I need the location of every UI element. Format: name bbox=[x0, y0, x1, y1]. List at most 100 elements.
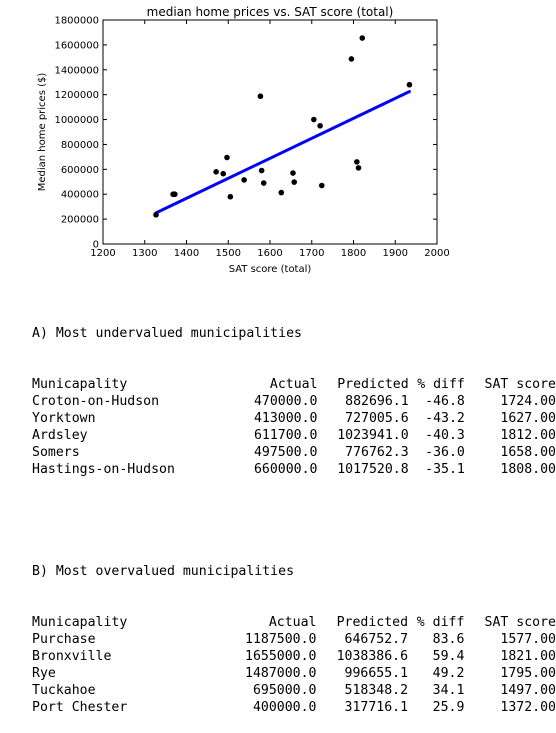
x-tick-label: 1800 bbox=[341, 248, 366, 259]
header-sat: SAT score bbox=[484, 615, 556, 630]
cell-sat: 1627.00 bbox=[500, 411, 556, 426]
cell-predicted: 882696.1 bbox=[345, 394, 409, 409]
results-section: A) Most undervalued municipalities Munic… bbox=[32, 291, 556, 733]
regression-line bbox=[154, 90, 411, 215]
x-tick-label: 1500 bbox=[216, 248, 241, 259]
data-point bbox=[359, 35, 366, 41]
cell-diff: 83.6 bbox=[432, 632, 465, 647]
cell-diff: -35.1 bbox=[425, 462, 465, 477]
x-tick-label: 1700 bbox=[299, 248, 324, 259]
cell-actual: 1487000.0 bbox=[245, 666, 317, 681]
table-row: Croton-on-Hudson 470000.0 882696.1 -46.8 172… bbox=[32, 393, 556, 410]
cell-predicted: 646752.7 bbox=[344, 632, 409, 647]
y-tick-label: 400000 bbox=[61, 190, 99, 201]
cell-diff: -36.0 bbox=[425, 445, 465, 460]
cell-actual: 497500.0 bbox=[253, 445, 318, 460]
cell-predicted: 1023941.0 bbox=[337, 428, 409, 443]
data-point bbox=[172, 191, 178, 198]
x-axis-label: SAT score (total) bbox=[229, 264, 312, 275]
data-point bbox=[348, 56, 355, 62]
chart-title: median home prices vs. SAT score (total) bbox=[147, 5, 394, 19]
cell-actual: 413000.0 bbox=[253, 411, 318, 426]
x-tick-label: 1300 bbox=[132, 248, 157, 259]
cell-diff: -40.3 bbox=[425, 428, 465, 443]
cell-municipality: Bronxville bbox=[32, 649, 112, 664]
data-point bbox=[278, 189, 285, 196]
x-tick-label: 1200 bbox=[90, 248, 115, 259]
cell-actual: 660000.0 bbox=[253, 462, 318, 477]
cell-municipality: Port Chester bbox=[32, 700, 128, 715]
cell-municipality: Hastings-on-Hudson bbox=[32, 462, 175, 477]
table-row: Rye 1487000.0 996655.1 49.2 1795.00 bbox=[32, 665, 556, 682]
cell-municipality: Purchase bbox=[32, 632, 96, 647]
data-point bbox=[257, 93, 264, 100]
cell-predicted: 996655.1 bbox=[344, 666, 409, 681]
cell-diff: 59.4 bbox=[432, 649, 465, 664]
cell-actual: 400000.0 bbox=[252, 700, 317, 715]
data-point bbox=[153, 211, 159, 218]
data-point bbox=[318, 182, 325, 189]
table-row: Somers 497500.0 776762.3 -36.0 1658.00 bbox=[32, 444, 556, 461]
y-tick-label: 1400000 bbox=[54, 65, 99, 76]
cell-predicted: 1038386.6 bbox=[336, 649, 409, 664]
y-tick-label: 1600000 bbox=[54, 40, 99, 51]
cell-predicted: 518348.2 bbox=[344, 683, 409, 698]
cell-diff: 49.2 bbox=[432, 666, 465, 681]
cell-actual: 611700.0 bbox=[253, 428, 318, 443]
table-row: Tuckahoe 695000.0 518348.2 34.1 1497.00 bbox=[32, 682, 556, 699]
header-diff: % diff bbox=[416, 615, 465, 630]
table-row: Port Chester 400000.0 317716.1 25.9 1372.00 bbox=[32, 699, 556, 716]
table-header-row: Municapality Actual Predicted % diff SAT… bbox=[32, 614, 556, 631]
data-point bbox=[311, 116, 317, 123]
x-tick-label: 1400 bbox=[174, 248, 199, 259]
cell-sat: 1497.00 bbox=[500, 683, 556, 698]
data-point bbox=[224, 154, 230, 161]
data-point bbox=[355, 165, 362, 171]
header-municipality: Municapality bbox=[32, 615, 128, 630]
y-tick-label: 600000 bbox=[61, 165, 99, 176]
cell-municipality: Somers bbox=[32, 445, 80, 460]
header-municipality: Municapality bbox=[32, 377, 128, 392]
table-header-row: Municapality Actual Predicted % diff SAT… bbox=[32, 376, 556, 393]
y-axis-label: Median home prices ($) bbox=[37, 73, 48, 192]
cell-actual: 1187500.0 bbox=[245, 632, 317, 647]
cell-sat: 1808.00 bbox=[500, 462, 556, 477]
undervalued-table: Municapality Actual Predicted % diff SAT… bbox=[32, 376, 556, 478]
cell-predicted: 317716.1 bbox=[344, 700, 409, 715]
cell-municipality: Tuckahoe bbox=[32, 683, 96, 698]
header-diff: % diff bbox=[417, 377, 465, 392]
table-row: Purchase 1187500.0 646752.7 83.6 1577.00 bbox=[32, 631, 556, 648]
data-point bbox=[317, 122, 323, 129]
header-predicted: Predicted bbox=[337, 377, 409, 392]
data-point bbox=[354, 159, 360, 165]
data-point bbox=[291, 179, 298, 185]
data-point bbox=[406, 81, 413, 88]
cell-actual: 695000.0 bbox=[252, 683, 317, 698]
cell-actual: 1655000.0 bbox=[245, 649, 317, 664]
cell-predicted: 1017520.8 bbox=[337, 462, 409, 477]
cell-diff: -43.2 bbox=[425, 411, 465, 426]
y-tick-label: 1800000 bbox=[54, 16, 99, 27]
overvalued-table: Municapality Actual Predicted % diff SAT… bbox=[32, 614, 556, 716]
y-tick-label: 1200000 bbox=[54, 90, 99, 101]
data-point bbox=[213, 169, 219, 175]
undervalued-title: A) Most undervalued municipalities bbox=[32, 326, 302, 341]
y-tick-label: 1000000 bbox=[54, 115, 99, 126]
cell-sat: 1795.00 bbox=[500, 666, 556, 681]
cell-diff: 34.1 bbox=[432, 683, 465, 698]
section-gap bbox=[32, 512, 556, 529]
cell-municipality: Rye bbox=[32, 666, 56, 681]
y-tick-label: 0 bbox=[93, 240, 99, 251]
x-tick-label: 1900 bbox=[383, 248, 408, 259]
cell-sat: 1658.00 bbox=[500, 445, 556, 460]
data-point bbox=[258, 167, 265, 174]
data-point bbox=[241, 177, 247, 183]
cell-predicted: 776762.3 bbox=[345, 445, 409, 460]
table-row: Bronxville 1655000.0 1038386.6 59.4 1821.00 bbox=[32, 648, 556, 665]
y-tick-label: 800000 bbox=[61, 140, 99, 151]
data-point bbox=[290, 170, 296, 176]
header-predicted: Predicted bbox=[336, 615, 409, 630]
header-actual: Actual bbox=[269, 377, 318, 392]
cell-diff: -46.8 bbox=[425, 394, 465, 409]
cell-sat: 1821.00 bbox=[500, 649, 556, 664]
